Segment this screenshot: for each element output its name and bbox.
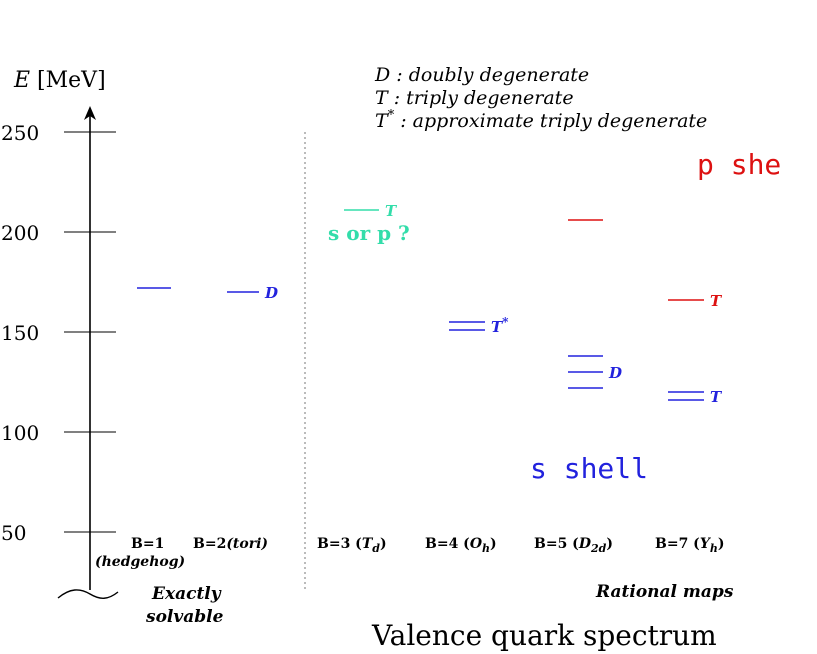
column-label-b4: B=4 (Oh) <box>425 536 497 555</box>
degeneracy-tag-symbol: T <box>710 388 723 406</box>
group-label-exactly-solvable: solvable <box>145 607 224 627</box>
column-label-b7: B=7 (Yh) <box>655 536 724 555</box>
column-label-symmetry: T <box>362 536 374 552</box>
energy-levels: DTT*DTT <box>137 202 723 406</box>
column-label-symmetry: D <box>578 536 592 552</box>
degeneracy-tag-symbol: T <box>491 318 504 336</box>
s-shell-label: s shell <box>530 452 648 485</box>
degeneracy-tag-symbol: T <box>710 292 723 310</box>
degeneracy-tag: D <box>608 364 622 382</box>
legend-text: : triply degenerate <box>394 87 574 109</box>
legend-symbol: D <box>374 64 390 86</box>
column-label-b1: B=1 <box>131 536 164 552</box>
degeneracy-tag-symbol: D <box>264 284 278 302</box>
y-tick-label: 100 <box>1 421 39 445</box>
legend-text: : approximate triply degenerate <box>400 110 707 132</box>
column-label-b2: B=2(tori) <box>193 536 268 552</box>
degeneracy-tag: D <box>264 284 278 302</box>
column-label-symmetry: Y <box>700 536 712 552</box>
degeneracy-tag-sup: * <box>502 315 509 329</box>
column-label-baryon: B=1 <box>131 536 164 552</box>
legend-entry: D : doubly degenerate <box>374 64 589 86</box>
column-label-symmetry-sub: h <box>710 542 718 555</box>
legend-entry: T* : approximate triply degenerate <box>375 108 707 132</box>
y-tick-label: 200 <box>1 221 39 245</box>
column-sublabel-b1: (hedgehog) <box>95 554 185 570</box>
column-labels: s shell p she s or p ? B=1 (hedgehog) B=2(tor… <box>95 148 781 652</box>
axis-break-wave <box>57 589 119 599</box>
legend-symbol-sup: * <box>388 108 395 123</box>
energy-axis: E [MeV] 50 100 150 200 250 <box>1 68 306 599</box>
degeneracy-tag: T* <box>491 315 509 336</box>
degeneracy-tag-symbol: D <box>608 364 622 382</box>
y-tick-label: 150 <box>1 321 39 345</box>
p-shell-label: p she <box>697 148 781 181</box>
legend-symbol: T <box>375 110 389 132</box>
column-label-baryon: B=4 <box>425 536 459 552</box>
unknown-shell-label: s or p ? <box>328 221 410 245</box>
column-label-b3: B=3 (Td) <box>317 536 387 555</box>
legend-symbol: T <box>375 87 389 109</box>
group-label-rational-maps: Rational maps <box>595 582 734 602</box>
column-label-symmetry: O <box>470 536 483 552</box>
column-label-baryon: B=3 <box>317 536 350 552</box>
group-label-exactly-solvable: Exactly <box>151 584 222 604</box>
y-axis-label: E [MeV] <box>13 68 106 93</box>
y-tick-label: 250 <box>1 121 39 145</box>
y-axis-arrow <box>84 106 96 120</box>
degeneracy-tag: T <box>385 202 398 220</box>
y-axis-label-variable: E <box>13 68 30 93</box>
column-label-symmetry-sub: h <box>482 542 490 555</box>
legend-text: : doubly degenerate <box>396 64 589 86</box>
column-label-baryon: B=2 <box>193 536 226 552</box>
degeneracy-tag: T <box>710 388 723 406</box>
legend-entry: T : triply degenerate <box>375 87 574 109</box>
column-label-baryon: B=7 <box>655 536 688 552</box>
degeneracy-tag: T <box>710 292 723 310</box>
column-label-symmetry-sub: 2d <box>590 542 607 555</box>
column-label-b5: B=5 (D2d) <box>534 536 613 555</box>
chart-title: Valence quark spectrum <box>371 619 717 652</box>
column-label-symmetry-sub: d <box>372 542 380 555</box>
column-label-baryon: B=5 <box>534 536 567 552</box>
y-axis-label-unit: [MeV] <box>30 68 106 93</box>
column-label-note: (tori) <box>226 536 268 552</box>
y-tick-label: 50 <box>1 521 26 545</box>
degeneracy-tag-symbol: T <box>385 202 398 220</box>
